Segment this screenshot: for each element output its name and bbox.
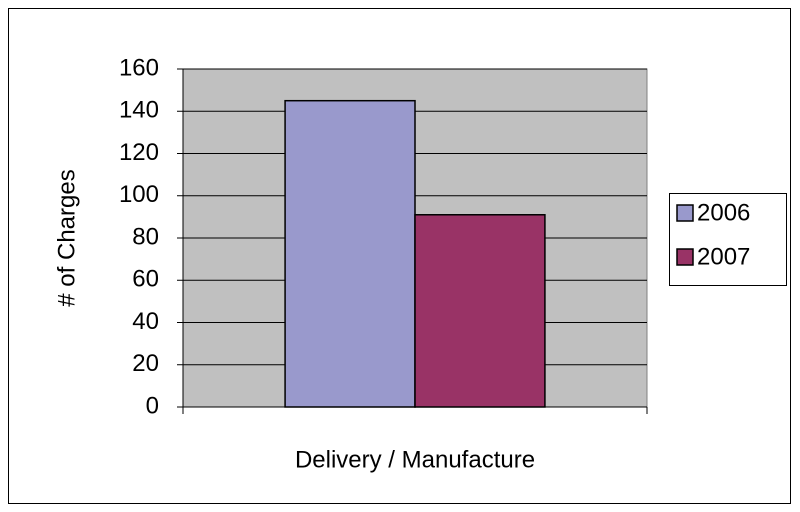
y-tick-label: 40 <box>132 308 159 335</box>
legend-label: 2007 <box>697 243 750 270</box>
legend-swatch <box>676 248 694 266</box>
y-tick-label: 0 <box>146 392 159 419</box>
bar <box>414 214 546 408</box>
legend-label: 2006 <box>697 199 750 226</box>
y-tick-label: 160 <box>119 54 159 81</box>
y-tick-label: 140 <box>119 97 159 124</box>
y-axis-label: # of Charges <box>53 169 80 306</box>
y-tick-label: 60 <box>132 266 159 293</box>
bar <box>284 99 416 408</box>
legend-swatch <box>676 204 694 222</box>
y-tick-label: 100 <box>119 181 159 208</box>
y-tick-label: 20 <box>132 350 159 377</box>
y-tick-label: 120 <box>119 139 159 166</box>
y-tick-label: 80 <box>132 223 159 250</box>
x-tick-label: Delivery / Manufacture <box>295 446 535 473</box>
